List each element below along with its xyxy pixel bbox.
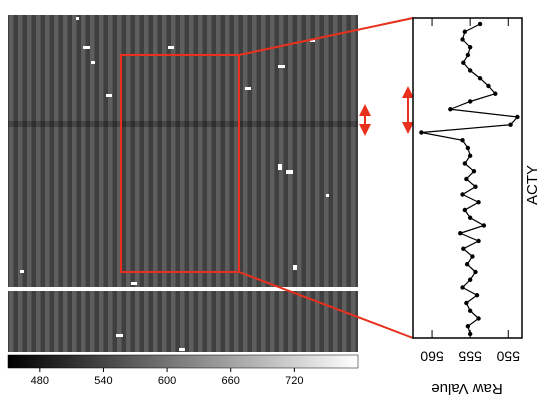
point <box>462 29 468 34</box>
point <box>470 254 475 259</box>
image-bottom <box>8 291 358 352</box>
point <box>486 83 491 89</box>
x-tick-label: 720 <box>285 375 303 387</box>
hot-pixels <box>20 17 329 351</box>
point <box>467 153 473 158</box>
point <box>473 184 478 189</box>
zoom-line <box>238 271 414 339</box>
point <box>467 68 473 73</box>
point <box>461 60 466 65</box>
point <box>515 114 520 120</box>
point <box>464 262 470 267</box>
point <box>481 223 487 228</box>
dark-row <box>8 121 358 127</box>
point <box>462 207 468 213</box>
point <box>464 176 469 182</box>
separator <box>8 287 358 291</box>
point <box>448 107 453 112</box>
point <box>467 215 473 220</box>
point <box>477 76 483 81</box>
point <box>419 130 424 135</box>
point <box>467 331 473 337</box>
point <box>465 52 471 58</box>
point <box>508 122 513 127</box>
x-axis-label: Raw Value <box>431 380 502 397</box>
point <box>493 91 498 96</box>
point <box>460 138 465 143</box>
x-tick-label: 555 <box>458 348 482 364</box>
point <box>476 238 481 244</box>
colorbar <box>7 354 359 369</box>
point <box>460 285 465 290</box>
point <box>471 169 477 174</box>
point <box>476 316 481 321</box>
point <box>477 21 483 27</box>
point <box>460 37 465 42</box>
x-tick-label: 660 <box>222 375 240 387</box>
detector-image <box>8 15 414 352</box>
point <box>467 277 473 282</box>
point <box>462 161 468 166</box>
image-top <box>8 15 358 287</box>
x-tick-label: 550 <box>496 348 520 364</box>
zoom-line <box>238 17 414 56</box>
x-tick-label: 540 <box>94 375 112 387</box>
x-tick-label: 560 <box>420 348 444 364</box>
y-axis-label: ACTY <box>524 165 541 205</box>
point <box>460 192 465 197</box>
point <box>474 293 480 298</box>
point <box>461 246 466 251</box>
zoom-box <box>120 54 240 273</box>
point <box>476 200 481 205</box>
point <box>458 231 463 236</box>
point <box>464 300 469 306</box>
point <box>467 308 473 313</box>
point <box>467 45 473 50</box>
point <box>467 99 473 104</box>
point <box>465 324 471 329</box>
x-tick-label: 480 <box>31 375 49 387</box>
x-tick-label: 600 <box>158 375 176 387</box>
point <box>473 269 478 275</box>
point <box>465 145 471 151</box>
